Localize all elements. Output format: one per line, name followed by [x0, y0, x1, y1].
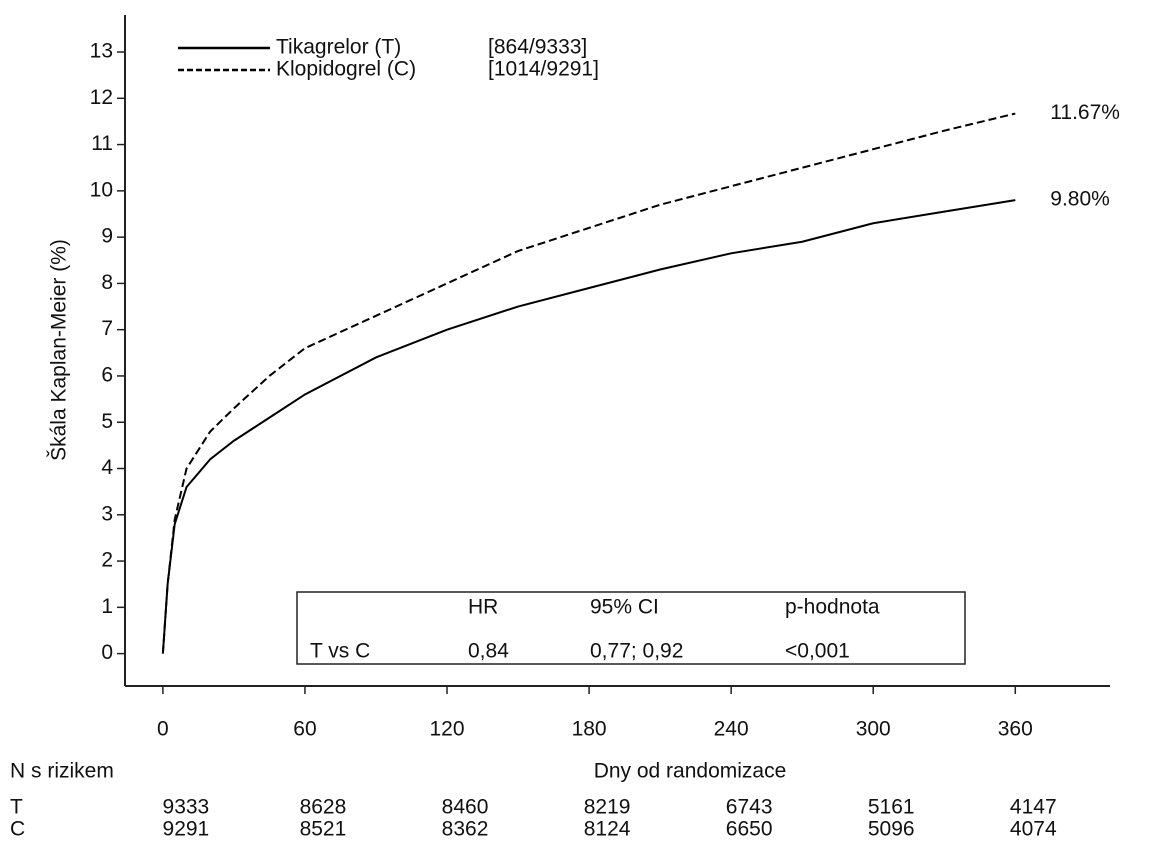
y-tick-label: 5 — [101, 410, 113, 433]
end-label: 9.80% — [1050, 188, 1110, 211]
y-tick-label: 6 — [101, 363, 113, 386]
y-tick-label: 4 — [101, 456, 113, 479]
y-tick-label: 10 — [90, 178, 113, 201]
x-tick-label: 300 — [856, 718, 891, 741]
legend-label: Tikagrelor (T) — [276, 36, 401, 59]
y-tick-label: 0 — [101, 641, 113, 664]
y-axis-label: Škála Kaplan-Meier (%) — [48, 239, 71, 461]
at-risk-value: 8628 — [300, 796, 347, 819]
at-risk-value: 9291 — [163, 818, 210, 841]
at-risk-value: 4074 — [1010, 818, 1057, 841]
at-risk-value: 6743 — [726, 796, 773, 819]
at-risk-name: T — [10, 796, 23, 819]
x-tick-label: 60 — [293, 718, 316, 741]
stats-cell: <0,001 — [785, 640, 850, 663]
at-risk-value: 5096 — [868, 818, 915, 841]
y-tick-label: 2 — [101, 549, 113, 572]
x-tick-label: 120 — [429, 718, 464, 741]
stats-cell: T vs C — [310, 640, 370, 663]
at-risk-value: 8362 — [442, 818, 489, 841]
x-tick-label: 240 — [714, 718, 749, 741]
legend-label: Klopidogrel (C) — [276, 58, 416, 81]
at-risk-title: N s rizikem — [10, 760, 114, 783]
stats-header: p-hodnota — [785, 596, 880, 619]
at-risk-value: 9333 — [163, 796, 210, 819]
km-curve — [161, 199, 1016, 654]
y-tick-label: 13 — [90, 40, 113, 63]
legend-count: [1014/9291] — [488, 58, 599, 81]
at-risk-value: 8219 — [584, 796, 631, 819]
y-tick-label: 7 — [101, 317, 113, 340]
x-tick-label: 360 — [998, 718, 1033, 741]
end-label: 11.67% — [1050, 101, 1120, 124]
x-tick-label: 180 — [572, 718, 607, 741]
at-risk-value: 4147 — [1010, 796, 1057, 819]
y-tick-label: 8 — [101, 271, 113, 294]
at-risk-value: 6650 — [726, 818, 773, 841]
at-risk-name: C — [10, 818, 25, 841]
stats-cell: 0,77; 0,92 — [590, 640, 683, 663]
at-risk-value: 8521 — [300, 818, 347, 841]
at-risk-value: 5161 — [868, 796, 915, 819]
legend-count: [864/9333] — [488, 36, 587, 59]
x-tick-label: 0 — [157, 718, 169, 741]
at-risk-value: 8124 — [584, 818, 631, 841]
at-risk-value: 8460 — [442, 796, 489, 819]
stats-header: HR — [468, 596, 498, 619]
y-tick-label: 3 — [101, 502, 113, 525]
x-axis-label: Dny od randomizace — [594, 760, 787, 783]
stats-header: 95% CI — [590, 596, 659, 619]
km-curve — [161, 112, 1016, 654]
stats-cell: 0,84 — [468, 640, 509, 663]
y-tick-label: 12 — [90, 86, 113, 109]
y-tick-label: 9 — [101, 225, 113, 248]
y-tick-label: 1 — [101, 595, 113, 618]
y-tick-label: 11 — [91, 132, 113, 155]
stats-box — [296, 591, 966, 665]
